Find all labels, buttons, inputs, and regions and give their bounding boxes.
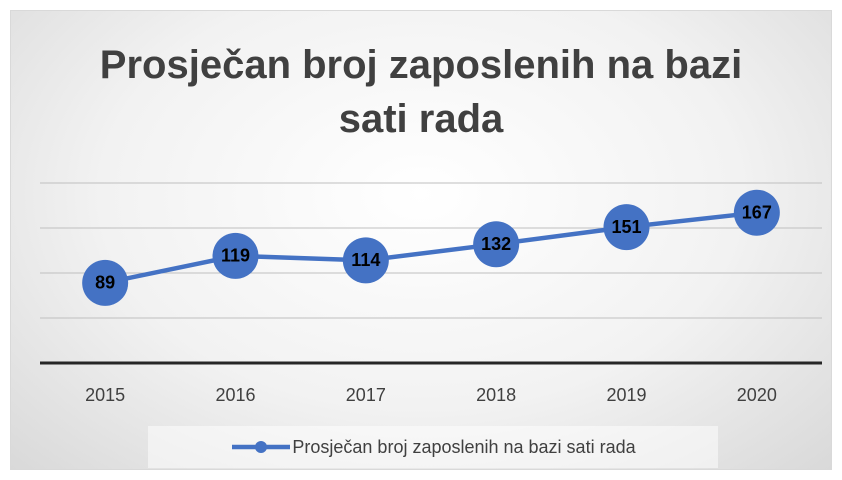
marker <box>603 204 650 251</box>
data-label: 167 <box>742 202 772 222</box>
x-tick-label: 2016 <box>215 385 255 405</box>
legend-label: Prosječan broj zaposlenih na bazi sati r… <box>292 436 636 457</box>
marker <box>342 237 389 284</box>
x-tick-label: 2019 <box>606 385 646 405</box>
x-tick-label: 2015 <box>85 385 125 405</box>
data-label: 119 <box>221 246 250 266</box>
x-tick-label: 2017 <box>346 385 386 405</box>
marker <box>212 232 259 279</box>
legend: Prosječan broj zaposlenih na bazi sati r… <box>148 426 718 468</box>
data-label: 89 <box>95 273 115 293</box>
marker <box>82 259 129 306</box>
chart-area <box>10 10 832 470</box>
data-label: 114 <box>351 250 380 270</box>
marker <box>473 221 520 268</box>
data-label: 132 <box>481 234 511 254</box>
marker <box>733 189 780 236</box>
series-line <box>104 210 758 286</box>
x-tick-label: 2018 <box>476 385 516 405</box>
legend-marker <box>255 441 268 453</box>
x-tick-label: 2020 <box>737 385 777 405</box>
legend-symbol <box>232 441 291 453</box>
chart-title: Prosječan broj zaposlenih na bazi sati r… <box>99 43 743 141</box>
data-label: 151 <box>611 217 641 237</box>
